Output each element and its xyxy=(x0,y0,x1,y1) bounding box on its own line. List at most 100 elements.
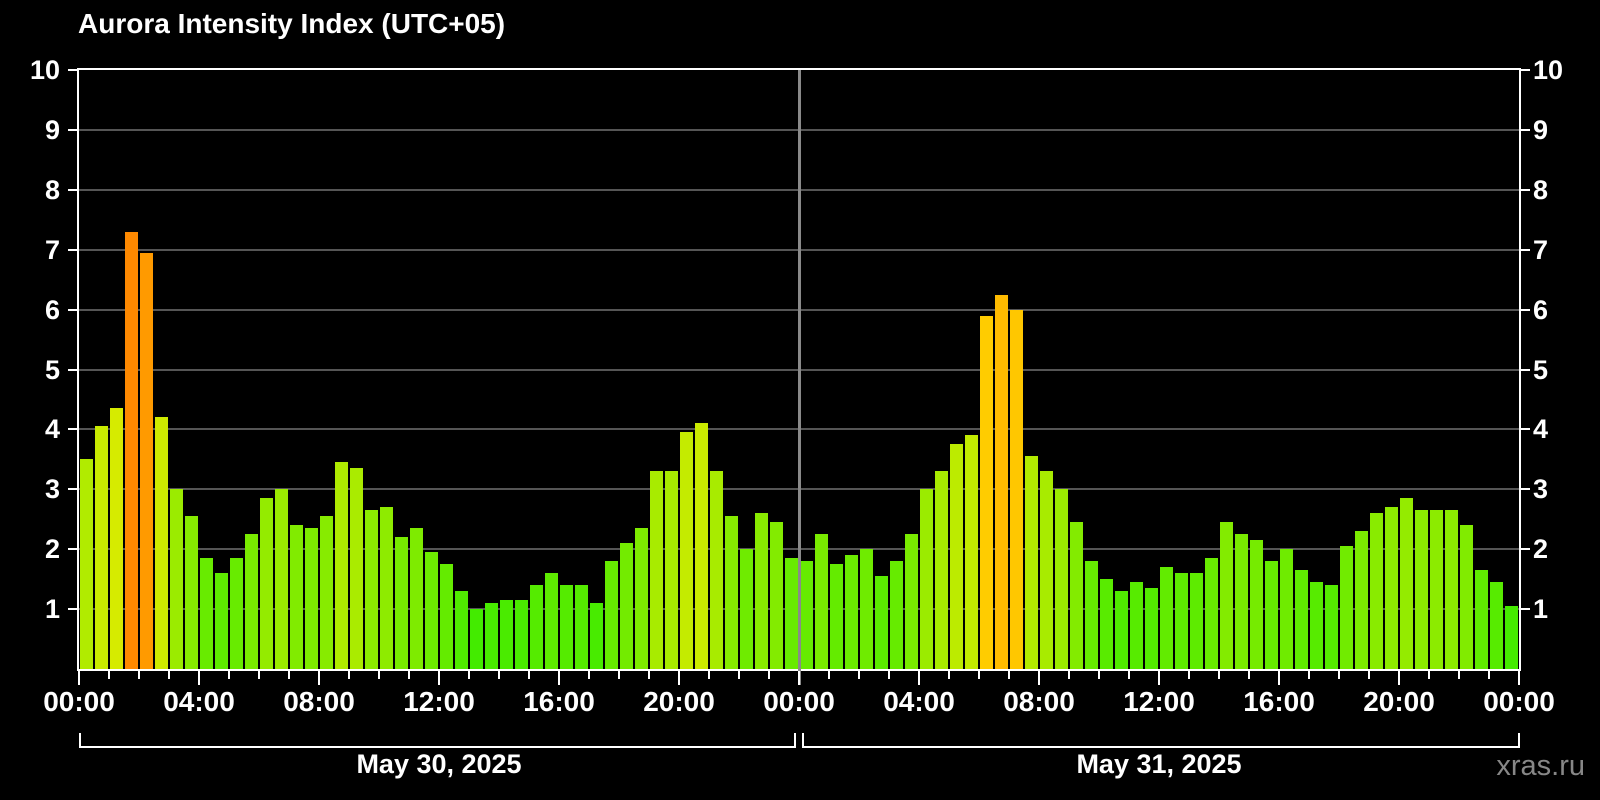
bar xyxy=(1115,591,1128,669)
bar xyxy=(245,534,258,669)
bar xyxy=(530,585,543,669)
bar xyxy=(830,564,843,669)
bar xyxy=(860,549,873,669)
x-tick xyxy=(1038,671,1040,685)
bar xyxy=(215,573,228,669)
bar xyxy=(440,564,453,669)
y-label-right: 2 xyxy=(1533,534,1549,565)
x-tick xyxy=(498,671,500,679)
x-tick xyxy=(528,671,530,679)
bar xyxy=(260,498,273,669)
y-tick-right xyxy=(1519,548,1530,551)
bar xyxy=(935,471,948,669)
day-separator xyxy=(797,70,801,685)
x-tick xyxy=(948,671,950,679)
x-tick xyxy=(1248,671,1250,679)
date-label-day1: May 30, 2025 xyxy=(356,749,522,779)
bar xyxy=(1325,585,1338,669)
y-tick-left xyxy=(68,608,79,611)
bar xyxy=(305,528,318,669)
bar xyxy=(200,558,213,669)
y-label-right: 6 xyxy=(1533,294,1549,325)
x-tick xyxy=(888,671,890,679)
bar xyxy=(1130,582,1143,669)
y-label-left: 2 xyxy=(44,534,60,565)
bar xyxy=(1100,579,1113,669)
bar xyxy=(650,471,663,669)
watermark: xras.ru xyxy=(1496,750,1585,782)
y-tick-right xyxy=(1519,188,1530,191)
plot-area xyxy=(79,70,1519,685)
x-label: 12:00 xyxy=(1123,686,1195,717)
x-tick xyxy=(1428,671,1430,679)
bar xyxy=(1400,498,1413,669)
x-tick xyxy=(228,671,230,679)
y-tick-right xyxy=(1519,69,1530,71)
bar xyxy=(575,585,588,669)
bar xyxy=(1415,510,1428,669)
bar xyxy=(230,558,243,669)
bar xyxy=(1205,558,1218,669)
x-tick xyxy=(138,671,140,679)
y-tick-left xyxy=(68,128,79,131)
bar xyxy=(815,534,828,669)
bar xyxy=(725,516,738,669)
bar xyxy=(1295,570,1308,669)
y-label-left: 9 xyxy=(44,114,60,145)
x-label: 00:00 xyxy=(43,686,115,717)
bar xyxy=(875,576,888,669)
bar xyxy=(290,525,303,669)
x-label: 08:00 xyxy=(1003,686,1075,717)
bar xyxy=(1235,534,1248,669)
x-tick xyxy=(618,671,620,679)
bar xyxy=(1505,606,1518,669)
bar xyxy=(170,489,183,669)
x-tick xyxy=(558,671,560,685)
bar xyxy=(1190,573,1203,669)
bar xyxy=(470,609,483,669)
bar xyxy=(1310,582,1323,669)
x-label: 20:00 xyxy=(1363,686,1435,717)
y-label-left: 7 xyxy=(44,234,60,265)
x-tick xyxy=(78,671,80,685)
bar xyxy=(740,549,753,669)
y-tick-right xyxy=(1519,488,1530,491)
x-tick xyxy=(1008,671,1010,679)
bar xyxy=(980,316,993,669)
bar xyxy=(425,552,438,669)
bar xyxy=(365,510,378,669)
day2-bracket xyxy=(802,733,1520,748)
bar xyxy=(1280,549,1293,669)
bar xyxy=(800,561,813,669)
bar xyxy=(755,513,768,669)
y-label-left: 10 xyxy=(29,55,60,85)
y-tick-right xyxy=(1519,308,1530,311)
x-tick xyxy=(108,671,110,679)
bar xyxy=(455,591,468,669)
day1-bracket xyxy=(79,733,796,748)
bar xyxy=(1475,570,1488,669)
bar xyxy=(665,471,678,669)
bar xyxy=(500,600,513,669)
bar xyxy=(905,534,918,669)
bar xyxy=(1340,546,1353,669)
y-tick-right xyxy=(1519,608,1530,611)
x-tick xyxy=(828,671,830,679)
y-label-left: 3 xyxy=(44,474,60,505)
bar xyxy=(1025,456,1038,669)
bar xyxy=(560,585,573,669)
y-label-right: 8 xyxy=(1533,174,1549,205)
bar xyxy=(515,600,528,669)
y-tick-left xyxy=(68,488,79,491)
chart-title: Aurora Intensity Index (UTC+05) xyxy=(78,8,506,39)
bar xyxy=(590,603,603,669)
x-label: 08:00 xyxy=(283,686,355,717)
bar xyxy=(965,435,978,669)
bar xyxy=(395,537,408,669)
x-tick xyxy=(318,671,320,685)
bar xyxy=(1460,525,1473,669)
bar xyxy=(920,489,933,669)
y-label-left: 1 xyxy=(44,594,60,625)
bar xyxy=(1040,471,1053,669)
y-tick-right xyxy=(1519,248,1530,251)
